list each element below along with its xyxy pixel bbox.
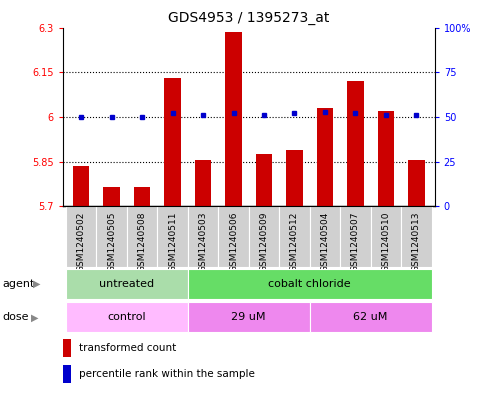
Text: GSM1240503: GSM1240503 (199, 211, 208, 272)
Text: GSM1240506: GSM1240506 (229, 211, 238, 272)
Bar (164, 78, 181, 206)
FancyBboxPatch shape (157, 206, 188, 267)
Bar (63, 365, 71, 383)
FancyBboxPatch shape (340, 206, 370, 267)
FancyBboxPatch shape (370, 206, 401, 267)
Bar (256, 154, 272, 206)
Text: GSM1240513: GSM1240513 (412, 211, 421, 272)
Bar (316, 108, 333, 206)
FancyBboxPatch shape (279, 206, 310, 267)
Text: GSM1240504: GSM1240504 (320, 211, 329, 272)
Bar (134, 187, 150, 206)
FancyBboxPatch shape (66, 302, 188, 332)
FancyBboxPatch shape (188, 302, 310, 332)
Bar (378, 111, 394, 206)
FancyBboxPatch shape (66, 206, 96, 267)
Text: dose: dose (2, 312, 29, 322)
Bar (195, 160, 212, 206)
Text: GSM1240509: GSM1240509 (259, 211, 269, 272)
FancyBboxPatch shape (310, 206, 340, 267)
Text: GSM1240502: GSM1240502 (77, 211, 85, 272)
FancyBboxPatch shape (218, 206, 249, 267)
FancyBboxPatch shape (401, 206, 432, 267)
FancyBboxPatch shape (127, 206, 157, 267)
FancyBboxPatch shape (188, 206, 218, 267)
Text: 29 uM: 29 uM (231, 312, 266, 322)
FancyBboxPatch shape (188, 269, 432, 299)
Title: GDS4953 / 1395273_at: GDS4953 / 1395273_at (168, 11, 329, 25)
Text: ▶: ▶ (31, 312, 39, 322)
Text: GSM1240505: GSM1240505 (107, 211, 116, 272)
Text: GSM1240512: GSM1240512 (290, 211, 299, 272)
FancyBboxPatch shape (66, 269, 188, 299)
Bar (225, 32, 242, 206)
Text: GSM1240511: GSM1240511 (168, 211, 177, 272)
Bar (103, 187, 120, 206)
Text: GSM1240510: GSM1240510 (382, 211, 390, 272)
FancyBboxPatch shape (249, 206, 279, 267)
Bar (286, 150, 303, 206)
Text: GSM1240507: GSM1240507 (351, 211, 360, 272)
FancyBboxPatch shape (96, 206, 127, 267)
FancyBboxPatch shape (310, 302, 432, 332)
Bar (73, 166, 89, 206)
Bar (347, 81, 364, 206)
Text: GSM1240508: GSM1240508 (138, 211, 146, 272)
Bar (408, 160, 425, 206)
Text: percentile rank within the sample: percentile rank within the sample (79, 369, 255, 378)
Bar (63, 339, 71, 357)
Text: cobalt chloride: cobalt chloride (269, 279, 351, 289)
Text: 62 uM: 62 uM (354, 312, 388, 322)
Text: transformed count: transformed count (79, 343, 176, 353)
Text: agent: agent (2, 279, 35, 289)
Text: ▶: ▶ (33, 279, 41, 289)
Text: control: control (108, 312, 146, 322)
Text: untreated: untreated (99, 279, 155, 289)
